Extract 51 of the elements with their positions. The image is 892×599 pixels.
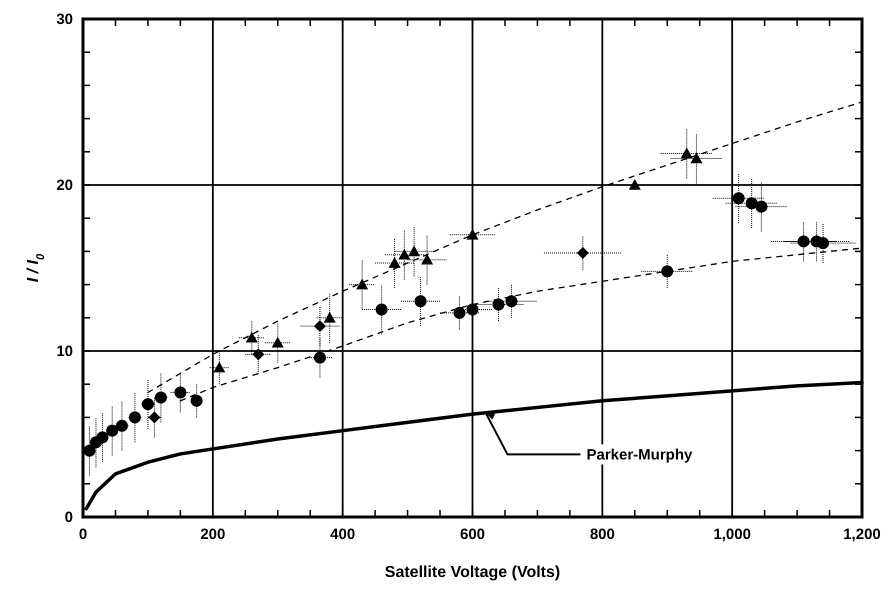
point [128, 411, 141, 424]
point [324, 312, 336, 323]
point [96, 431, 108, 444]
y-tick-label: 0 [64, 509, 73, 526]
point [314, 320, 326, 332]
point [505, 295, 518, 308]
point [408, 245, 420, 256]
point [576, 247, 589, 260]
point [106, 424, 118, 437]
x-tick-label: 1,000 [713, 526, 751, 543]
point [628, 179, 641, 190]
point [356, 278, 368, 290]
x-tick-label: 1,200 [843, 526, 881, 543]
annotation: Parker-Murphy [586, 446, 694, 464]
point [190, 394, 203, 407]
point [314, 352, 326, 364]
point [755, 200, 768, 213]
x-tick-label: 0 [78, 526, 88, 543]
point [388, 257, 401, 268]
point [798, 235, 810, 248]
point [414, 295, 427, 308]
point [252, 348, 264, 360]
point [492, 298, 504, 311]
point [213, 362, 226, 372]
y-tick-label: 30 [56, 11, 73, 28]
point [272, 336, 284, 348]
x-tick-label: 400 [330, 526, 356, 543]
point [680, 147, 693, 158]
point [466, 228, 478, 240]
point [398, 248, 410, 260]
point [732, 192, 745, 204]
point [376, 304, 388, 316]
y-tick-label: 10 [56, 343, 73, 360]
point [421, 254, 434, 264]
point [466, 304, 478, 316]
x-tick-label: 600 [460, 526, 486, 543]
point [661, 265, 674, 278]
y-tick-label: 20 [56, 177, 73, 194]
point [746, 197, 758, 210]
point [690, 152, 702, 164]
point [174, 386, 186, 398]
point [83, 444, 96, 457]
x-tick-label: 800 [590, 526, 615, 543]
point [148, 411, 160, 424]
x-axis-title: Satellite Voltage (Volts) [384, 564, 560, 581]
point [817, 237, 830, 250]
point [454, 306, 466, 319]
point [142, 398, 154, 410]
point [246, 332, 258, 343]
x-tick-label: 200 [200, 526, 226, 543]
point [116, 420, 128, 432]
